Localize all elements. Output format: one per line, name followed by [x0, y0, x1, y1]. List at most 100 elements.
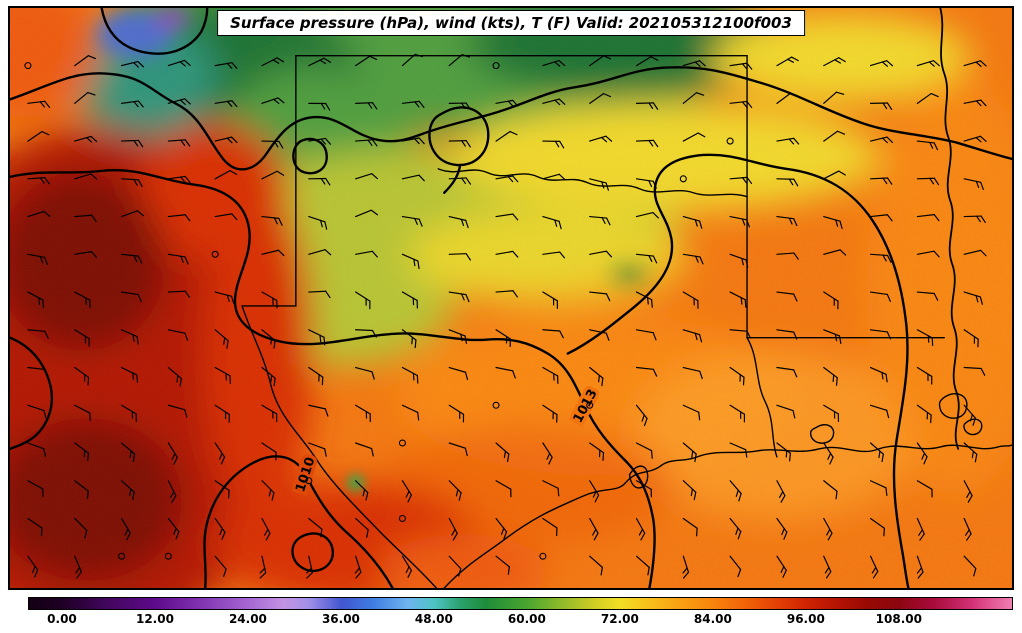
- wind-barb: [869, 480, 888, 496]
- wind-barb: [776, 366, 798, 378]
- wind-barb: [74, 135, 98, 143]
- wind-barb: [167, 480, 177, 503]
- calm-wind-symbol: [398, 514, 406, 523]
- wind-barb: [635, 555, 650, 576]
- wind-barb: [589, 555, 603, 576]
- wind-barb: [167, 329, 189, 341]
- wind-barb: [306, 555, 313, 579]
- wind-barb: [120, 404, 137, 423]
- wind-barb: [355, 139, 378, 147]
- wind-barb: [214, 329, 229, 349]
- wind-barb: [74, 404, 91, 422]
- wind-barb: [729, 291, 747, 308]
- wind-barb: [916, 214, 940, 222]
- wind-barb: [401, 404, 420, 421]
- wind-barb: [401, 366, 419, 384]
- wind-barb: [120, 442, 136, 462]
- wind-barb: [635, 56, 659, 67]
- wind-barb: [120, 480, 135, 501]
- wind-barb: [963, 249, 987, 257]
- wind-barb: [448, 517, 458, 541]
- wind-barb: [916, 555, 924, 579]
- wind-barb: [401, 480, 412, 503]
- wind-barb: [869, 555, 879, 579]
- wind-barb: [448, 480, 462, 501]
- border-sabine-river: [746, 337, 778, 458]
- wind-barb: [589, 329, 610, 341]
- wind-barb: [214, 480, 230, 499]
- wind-barb: [589, 178, 609, 191]
- wind-barb: [401, 329, 417, 349]
- wind-barb: [261, 249, 285, 257]
- wind-barb: [729, 253, 749, 268]
- wind-barb: [542, 60, 566, 67]
- wind-barb: [308, 290, 331, 299]
- contour-closed-top-center: [428, 106, 490, 167]
- wind-barb: [823, 517, 833, 541]
- wind-barb: [261, 329, 276, 349]
- wind-barb: [682, 366, 703, 380]
- map-canvas: 1013 1010: [10, 8, 1012, 588]
- wind-barb: [963, 291, 983, 305]
- wind-barb: [401, 100, 425, 108]
- wind-barb: [120, 139, 144, 148]
- wind-barb: [823, 130, 846, 142]
- wind-barb: [916, 177, 940, 186]
- wind-barb: [214, 170, 238, 180]
- wind-barb: [589, 215, 611, 226]
- wind-barb: [729, 215, 751, 228]
- wind-barb: [355, 366, 375, 380]
- wind-barb: [27, 480, 44, 498]
- wind-barb: [542, 366, 559, 385]
- wind-barb: [261, 404, 278, 423]
- wind-barb: [308, 517, 323, 538]
- wind-barb: [869, 253, 892, 263]
- contour-north: [10, 66, 1012, 171]
- wind-barb: [448, 291, 470, 303]
- wind-barb: [401, 291, 418, 309]
- wind-barb: [682, 60, 706, 67]
- wind-barb: [259, 555, 267, 579]
- wind-barb: [963, 404, 976, 426]
- calm-wind-symbol: [679, 175, 687, 183]
- wind-barb: [682, 215, 703, 229]
- wind-barb: [27, 442, 46, 457]
- wind-barb: [963, 517, 972, 541]
- wind-barb: [74, 214, 97, 222]
- wind-barb: [308, 215, 328, 230]
- wind-barb: [167, 214, 191, 222]
- wind-barb: [214, 366, 231, 384]
- wind-barb: [589, 442, 605, 461]
- border-red-river: [437, 168, 748, 198]
- wind-barb: [635, 291, 653, 308]
- geography-borders-layer: [241, 8, 1012, 588]
- wind-barb: [74, 555, 82, 579]
- wind-barb: [963, 60, 987, 67]
- wind-barb: [963, 215, 986, 224]
- wind-barb: [355, 517, 369, 538]
- wind-barb: [495, 250, 519, 258]
- wind-barb: [120, 366, 139, 384]
- wind-barb: [355, 173, 379, 180]
- wind-barb: [120, 100, 144, 108]
- wind-barb: [261, 170, 285, 180]
- contour-1010: [203, 455, 394, 588]
- wind-barb: [589, 250, 613, 258]
- wind-barb: [916, 442, 928, 465]
- calm-wind-symbol: [726, 137, 734, 145]
- wind-barb: [963, 99, 987, 107]
- wind-barb: [729, 480, 742, 502]
- wind-barb: [214, 62, 238, 69]
- wind-barb: [963, 329, 979, 348]
- wind-barb: [401, 253, 420, 270]
- wind-barb: [635, 178, 657, 189]
- wind-barb: [27, 291, 44, 309]
- wind-barb: [167, 98, 191, 105]
- wind-barb: [682, 517, 698, 537]
- wind-barb: [635, 102, 659, 110]
- wind-barb: [542, 251, 566, 259]
- wind-barb: [869, 291, 891, 302]
- wind-barb: [869, 442, 884, 463]
- wind-barb: [916, 250, 940, 258]
- wind-barb: [495, 517, 508, 540]
